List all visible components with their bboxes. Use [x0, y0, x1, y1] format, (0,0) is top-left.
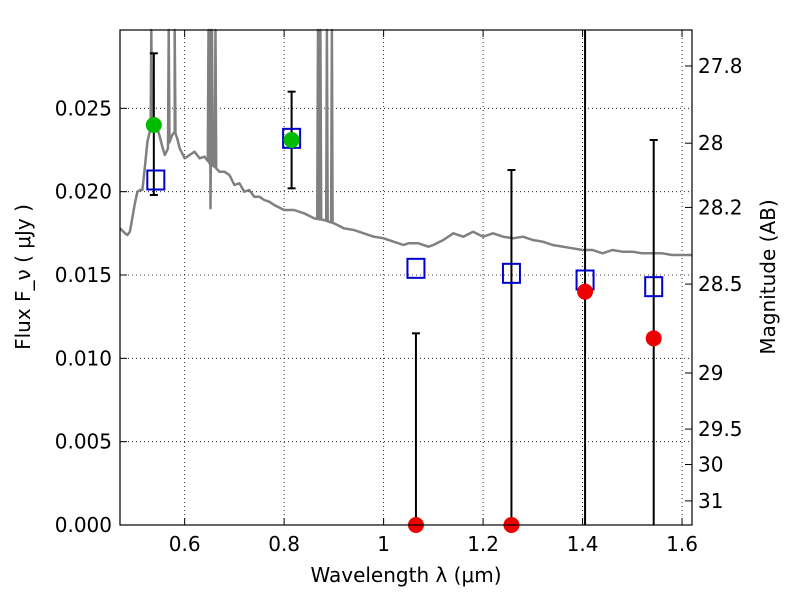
- y-tick-label: 0.015: [55, 263, 112, 287]
- mag-tick-label: 29.5: [698, 417, 743, 441]
- data-markers: [145, 117, 664, 533]
- plot-frame: [119, 29, 693, 526]
- model-square-marker: [644, 276, 664, 298]
- y-tick-label: 0.000: [55, 513, 112, 537]
- nondetection-point: [577, 283, 594, 300]
- x-tick-label: 0.8: [268, 532, 300, 556]
- mag-tick-label: 30: [698, 452, 723, 476]
- x-tick-label: 1.2: [467, 532, 499, 556]
- template-spectrum: [119, 28, 692, 257]
- nondetection-point: [645, 330, 662, 347]
- spectrum-line: [119, 28, 692, 257]
- mag-tick-label: 28.2: [698, 195, 743, 219]
- model-square-marker: [146, 169, 166, 191]
- detection-point: [145, 117, 162, 133]
- mag-tick-label: 27.8: [698, 54, 743, 78]
- detection-point: [283, 132, 300, 148]
- model-square-marker: [406, 257, 426, 279]
- x-tick-label: 1: [377, 532, 390, 556]
- x-axis-title: Wavelength λ (μm): [310, 563, 501, 587]
- y-tick-label: 0.010: [55, 346, 112, 370]
- mag-tick-label: 29: [698, 361, 723, 385]
- mag-tick-label: 28.5: [698, 272, 743, 296]
- y-tick-label: 0.020: [55, 180, 112, 204]
- model-square-marker: [501, 262, 521, 284]
- y-tick-label: 0.005: [55, 430, 112, 454]
- y-tick-label: 0.025: [55, 96, 112, 120]
- y-right-axis-title: Magnitude (AB): [756, 199, 780, 354]
- x-tick-label: 1.6: [666, 532, 698, 556]
- x-tick-label: 0.6: [169, 532, 201, 556]
- error-bars: [149, 30, 658, 525]
- mag-tick-label: 28: [698, 131, 723, 155]
- mag-tick-label: 31: [698, 489, 723, 513]
- tick-labels: 0.6 0.8 1 1.2 1.4 1.6 0.000 0.005 0.010 0.015 0.02…: [55, 54, 743, 556]
- axis-ticks: [120, 30, 692, 526]
- y-axis-title: Flux F_ν ( μJy ): [11, 204, 35, 350]
- x-tick-label: 1.4: [567, 532, 599, 556]
- grid: [120, 30, 692, 525]
